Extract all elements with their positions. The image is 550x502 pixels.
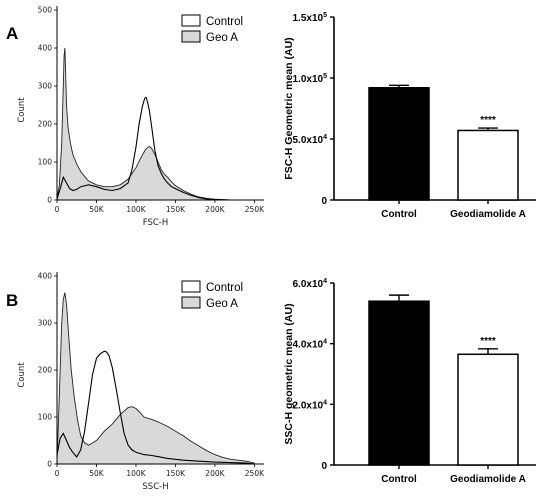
- y-tick-label: 0: [47, 196, 52, 205]
- bar-geodiamolide-a: [457, 353, 519, 466]
- panel-letter-b: B: [6, 291, 18, 310]
- y-tick-label: 500: [38, 6, 53, 15]
- legend-label: Control: [206, 282, 243, 294]
- bar-category-label: Control: [381, 474, 417, 485]
- y-tick-label: 100: [38, 413, 53, 422]
- bar-category-label: Geodiamolide A: [450, 209, 526, 220]
- x-tick-label: 200K: [205, 205, 225, 214]
- y-tick-label: 400: [38, 272, 53, 281]
- bar-y-tick-label: 1.5x105: [293, 12, 328, 24]
- histogram-fsc: 0 100 200 300 400 500 0 50K 100K 150K 200K 250K FSC-…: [17, 6, 265, 229]
- bar-y-tick-label: 1.0x105: [293, 73, 328, 85]
- bar-y-tick-label: 0: [321, 196, 327, 207]
- bar-y-tick-label: 5.0x104: [293, 134, 328, 146]
- y-tick-label: 300: [38, 319, 53, 328]
- x-axis-label: FSC-H: [143, 218, 169, 228]
- legend-swatch-control: [181, 280, 201, 293]
- bar-category-label: Control: [381, 209, 417, 220]
- x-axis-label: SSC-H: [142, 482, 168, 492]
- bar-chart-fsc: 0 5.0x104 1.0x105 1.5x105 Control Geodiamolid…: [283, 12, 536, 220]
- x-tick-label: 0: [55, 469, 60, 478]
- y-axis-label: Count: [17, 97, 27, 123]
- bar-control: [368, 87, 430, 201]
- bar-y-axis-label: SSC-H geometric mean (AU): [283, 303, 295, 444]
- bar-y-tick-label: 0: [321, 461, 327, 472]
- legend-label: Geo A: [206, 298, 238, 310]
- series-geo-a: [56, 292, 255, 465]
- series-control: [56, 96, 255, 201]
- y-tick-label: 100: [38, 158, 53, 167]
- bar-geodiamolide-a: [457, 129, 519, 201]
- y-axis-label: Count: [17, 362, 27, 388]
- panel-letter-a: A: [6, 24, 18, 43]
- bar-y-tick-label: 2.0x104: [293, 399, 328, 411]
- bar-y-tick-label: 6.0x104: [293, 278, 328, 290]
- x-tick-label: 50K: [89, 469, 105, 478]
- x-tick-label: 150K: [166, 469, 186, 478]
- legend-swatch-control: [181, 14, 201, 27]
- y-tick-label: 400: [38, 44, 53, 53]
- bar-control: [368, 300, 430, 466]
- y-tick-label: 0: [47, 460, 52, 469]
- bar-y-axis-label: FSC-H Geometric mean (AU): [283, 37, 295, 179]
- x-tick-label: 250K: [245, 469, 265, 478]
- y-tick-label: 300: [38, 82, 53, 91]
- x-tick-label: 100K: [126, 469, 146, 478]
- legend-swatch-geo-a: [181, 296, 201, 309]
- x-tick-label: 50K: [89, 205, 105, 214]
- x-tick-label: 250K: [245, 205, 265, 214]
- bar-category-label: Geodiamolide A: [450, 474, 526, 485]
- y-tick-label: 200: [38, 366, 53, 375]
- series-geo-a: [56, 47, 255, 201]
- series-control: [56, 350, 255, 465]
- x-tick-label: 100K: [126, 205, 146, 214]
- x-tick-label: 150K: [166, 205, 186, 214]
- legend-swatch-geo-a: [181, 30, 201, 43]
- y-tick-label: 200: [38, 120, 53, 129]
- bar-y-tick-label: 4.0x104: [293, 339, 328, 351]
- x-tick-label: 0: [55, 205, 60, 214]
- legend-label: Control: [206, 16, 243, 28]
- histogram-ssc: 0 100 200 300 400 0 50K 100K 150K 200K 250K SSC-H Co…: [17, 272, 265, 493]
- significance-marker: ****: [480, 336, 496, 347]
- bar-chart-ssc: 0 2.0x104 4.0x104 6.0x104 Control Geodiamolid…: [283, 278, 536, 485]
- significance-marker: ****: [480, 115, 496, 126]
- legend-label: Geo A: [206, 32, 238, 44]
- x-tick-label: 200K: [205, 469, 225, 478]
